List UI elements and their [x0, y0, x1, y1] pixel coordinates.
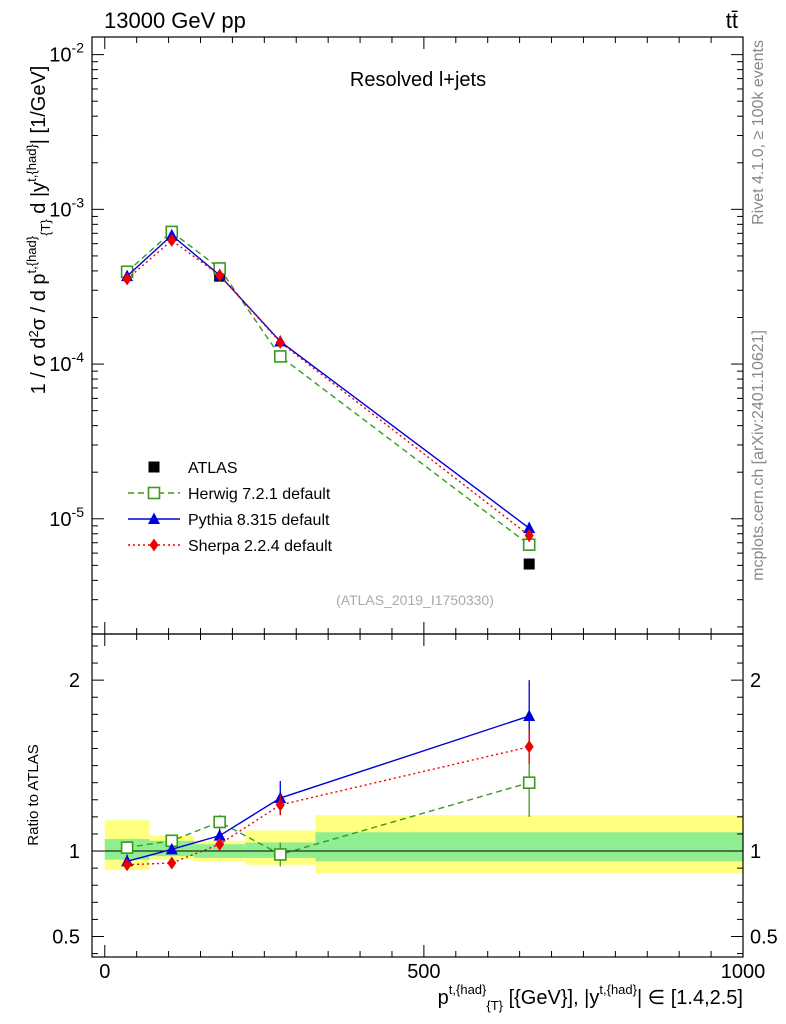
x-axis-label: pt,{had}{T} [{GeV}], |yt,{had}| ∈ [1.4,2… — [438, 982, 743, 1013]
ratio-point-herwig-7-2-1-default — [120, 841, 134, 854]
rivet-version-label: Rivet 4.1.0, ≥ 100k events — [750, 40, 767, 225]
ratio-point-herwig-7-2-1-default — [213, 815, 226, 829]
ratio-point-sherpa-2-2-4-default — [275, 798, 285, 812]
main-point-herwig-7-2-1-default — [273, 350, 287, 363]
ratio-ytick-label-right: 1 — [750, 841, 761, 863]
main-plot-title: Resolved l+jets — [350, 69, 486, 91]
x-tick-label: 0 — [99, 961, 110, 983]
legend-marker — [147, 486, 161, 500]
ratio-ytick-label-right: 0.5 — [750, 926, 778, 948]
x-tick-labels: 0 500 1000 — [99, 961, 765, 983]
main-ytick-label: 10-3 — [49, 194, 84, 221]
main-ytick-label: 10-2 — [49, 40, 84, 67]
legend-label: Herwig 7.2.1 default — [188, 486, 331, 503]
legend-marker — [149, 538, 159, 552]
main-series-sherpa-2-2-4-default — [122, 233, 534, 542]
legend-marker — [148, 461, 160, 473]
ratio-ytick-label-left: 2 — [69, 670, 80, 692]
legend-item-atlas: ATLAS — [148, 460, 238, 477]
ratio-ytick-label-right: 2 — [750, 670, 761, 692]
ratio-plot-frame — [91, 633, 744, 958]
legend-item-sherpa-2-2-4-default: Sherpa 2.2.4 default — [128, 538, 333, 555]
ratio-line-herwig-7-2-1-default — [126, 782, 530, 856]
main-point-atlas — [523, 558, 535, 570]
ratio-y-axis-label: Ratio to ATLAS — [25, 744, 42, 845]
legend-item-pythia-8-315-default: Pythia 8.315 default — [128, 512, 330, 529]
legend: ATLAS Herwig 7.2.1 default Pythia 8.315 de… — [128, 460, 333, 555]
ratio-uncertainty-bands — [104, 815, 743, 874]
analysis-tag: (ATLAS_2019_I1750330) — [336, 592, 494, 608]
ratio-point-herwig-7-2-1-default — [273, 848, 287, 861]
ratio-point-sherpa-2-2-4-default — [122, 858, 132, 872]
ratio-ytick-label-left: 1 — [69, 841, 80, 863]
process-label: tt̄ — [726, 8, 738, 33]
ratio-series-sherpa-2-2-4-default — [122, 729, 534, 872]
main-point-pythia-8-315-default — [523, 521, 536, 534]
main-plot-panel: Resolved l+jets (ATLAS_2019_I1750330) 10… — [24, 36, 744, 635]
ratio-point-pythia-8-315-default — [165, 842, 178, 855]
main-line-pythia-8-315-default — [126, 234, 530, 529]
legend-item-herwig-7-2-1-default: Herwig 7.2.1 default — [128, 486, 331, 503]
ratio-point-sherpa-2-2-4-default — [167, 856, 177, 870]
ratio-band-inner — [315, 832, 743, 862]
ratio-series-layer — [120, 680, 536, 872]
ratio-point-pythia-8-315-default — [523, 709, 536, 722]
ratio-point-sherpa-2-2-4-default — [215, 837, 225, 851]
main-ytick-label: 10-4 — [49, 349, 84, 376]
ratio-point-pythia-8-315-default — [213, 829, 226, 841]
ratio-axis-ticks — [92, 634, 744, 957]
ratio-ytick-label-left: 0.5 — [52, 926, 80, 948]
main-ytick-label: 10-5 — [49, 504, 84, 531]
legend-label: Pythia 8.315 default — [188, 512, 330, 529]
x-tick-label: 500 — [407, 961, 440, 983]
ratio-ytick-labels: 0.5 0.5 1 1 2 2 — [52, 670, 778, 948]
main-point-sherpa-2-2-4-default — [215, 268, 225, 282]
ratio-plot-panel: 0.5 0.5 1 1 2 2 0 500 1000 Ratio to ATLAS pt,{h… — [25, 633, 778, 1013]
main-point-sherpa-2-2-4-default — [122, 272, 132, 286]
main-series-layer — [120, 225, 536, 570]
legend-label: ATLAS — [188, 460, 238, 477]
legend-marker — [148, 512, 160, 524]
main-y-axis-label: 1 / σ d2σ / d pt,{had}{T} d |yt,{had}| [… — [24, 66, 53, 395]
ratio-point-sherpa-2-2-4-default — [524, 740, 534, 754]
ratio-series-herwig-7-2-1-default — [120, 748, 536, 867]
main-axis-ticks — [92, 37, 744, 634]
main-ytick-labels: 10-5 10-4 10-3 10-2 — [49, 40, 84, 531]
main-point-sherpa-2-2-4-default — [275, 335, 285, 349]
main-point-sherpa-2-2-4-default — [167, 233, 177, 247]
energy-label: 13000 GeV pp — [104, 8, 246, 33]
x-tick-label: 1000 — [721, 961, 766, 983]
legend-label: Sherpa 2.2.4 default — [188, 538, 333, 555]
mcplots-reference-label: mcplots.cern.ch [arXiv:2401.10621] — [750, 330, 767, 581]
ratio-point-herwig-7-2-1-default — [522, 776, 536, 789]
main-point-sherpa-2-2-4-default — [524, 528, 534, 542]
